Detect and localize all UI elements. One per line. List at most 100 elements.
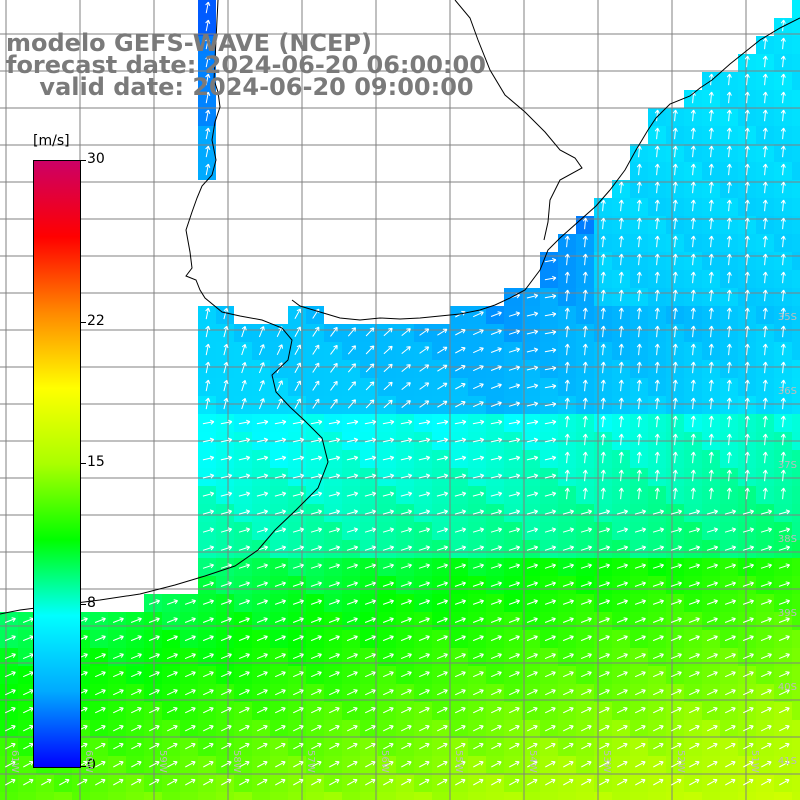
wind-arrow xyxy=(202,653,214,660)
wind-arrow xyxy=(202,473,215,479)
wind-arrow xyxy=(205,307,211,320)
wind-arrow xyxy=(634,509,647,515)
wind-arrow xyxy=(742,635,754,642)
wind-arrow xyxy=(671,742,682,750)
wind-arrow xyxy=(708,127,714,140)
wind-arrow xyxy=(780,145,786,158)
wind-arrow xyxy=(292,455,305,461)
wind-arrow xyxy=(670,599,682,605)
wind-arrow xyxy=(653,778,664,786)
wind-arrow xyxy=(220,653,232,660)
wind-arrow xyxy=(184,689,196,696)
wind-cell xyxy=(792,720,800,738)
wind-arrow xyxy=(77,778,88,786)
wind-arrow xyxy=(418,689,430,696)
wind-arrow xyxy=(382,437,395,443)
wind-arrow xyxy=(652,689,664,696)
wind-arrow xyxy=(472,563,484,569)
longitude-label: 60W xyxy=(83,750,94,773)
wind-arrow xyxy=(148,617,160,623)
wind-arrow xyxy=(454,671,466,678)
wind-arrow xyxy=(526,617,538,623)
wind-arrow xyxy=(762,325,768,338)
wind-cell xyxy=(432,792,450,800)
wind-arrow xyxy=(600,217,606,230)
wind-arrow xyxy=(526,689,538,696)
wind-arrow xyxy=(563,760,574,768)
wind-arrow xyxy=(205,1,211,14)
wind-arrow xyxy=(580,653,592,660)
wind-arrow xyxy=(508,311,521,317)
wind-arrow xyxy=(166,653,178,660)
wind-arrow xyxy=(654,415,660,428)
wind-arrow xyxy=(672,127,678,140)
wind-arrow xyxy=(205,163,211,176)
wind-arrow xyxy=(130,617,142,623)
wind-arrow xyxy=(672,181,678,194)
wind-arrow xyxy=(490,473,503,479)
wind-arrow xyxy=(744,451,750,464)
wind-arrow xyxy=(383,778,394,786)
wind-arrow xyxy=(762,469,768,482)
wind-arrow xyxy=(310,455,323,461)
wind-arrow xyxy=(744,307,750,320)
wind-cell xyxy=(702,792,720,800)
wind-arrow xyxy=(382,617,394,623)
wind-arrow xyxy=(508,527,521,533)
wind-arrow xyxy=(220,455,233,461)
wind-arrow xyxy=(690,217,696,230)
wind-arrow xyxy=(418,419,431,425)
wind-arrow xyxy=(112,671,124,678)
wind-arrow xyxy=(708,91,714,104)
wind-arrow xyxy=(618,181,624,194)
wind-arrow xyxy=(292,545,305,551)
wind-arrow xyxy=(400,725,412,732)
wind-arrow xyxy=(365,760,376,768)
wind-arrow xyxy=(185,778,196,786)
wind-arrow xyxy=(726,397,732,410)
wind-cell xyxy=(0,792,18,800)
wind-arrow xyxy=(382,419,395,425)
wind-arrow xyxy=(293,778,304,786)
wind-arrow xyxy=(274,653,286,660)
wind-arrow xyxy=(508,509,521,515)
wind-cell xyxy=(792,360,800,378)
wind-arrow xyxy=(454,725,466,732)
wind-arrow xyxy=(762,235,768,248)
wind-arrow xyxy=(472,635,484,642)
wind-arrow xyxy=(436,635,448,642)
wind-arrow xyxy=(241,398,247,410)
wind-arrow xyxy=(508,473,521,479)
wind-arrow xyxy=(780,91,786,104)
wind-arrow xyxy=(258,362,265,374)
wind-arrow xyxy=(526,581,538,587)
wind-arrow xyxy=(184,599,196,605)
wind-arrow xyxy=(598,689,610,696)
wind-arrow xyxy=(148,635,160,642)
wind-arrow xyxy=(256,671,268,678)
wind-arrow xyxy=(490,635,502,642)
wind-arrow xyxy=(382,689,394,696)
wind-arrow xyxy=(274,545,287,551)
wind-arrow xyxy=(490,653,502,660)
wind-arrow xyxy=(582,307,588,320)
wind-arrow xyxy=(564,253,570,266)
wind-arrow xyxy=(724,635,736,642)
wind-arrow xyxy=(184,653,196,660)
wind-arrow xyxy=(94,635,106,642)
wind-arrow xyxy=(582,217,588,230)
wind-arrow xyxy=(544,275,557,281)
coastline-path xyxy=(291,17,800,321)
wind-arrow xyxy=(455,346,466,354)
wind-arrow xyxy=(454,599,466,605)
wind-arrow xyxy=(706,563,718,569)
wind-arrow xyxy=(346,491,359,497)
wind-arrow xyxy=(654,397,660,410)
wind-arrow xyxy=(688,599,700,605)
wind-arrow xyxy=(780,487,786,500)
wind-arrow xyxy=(780,361,786,374)
wind-cell xyxy=(144,792,162,800)
wind-arrow xyxy=(670,653,682,660)
wind-arrow xyxy=(491,742,502,750)
wind-arrow xyxy=(617,760,628,768)
